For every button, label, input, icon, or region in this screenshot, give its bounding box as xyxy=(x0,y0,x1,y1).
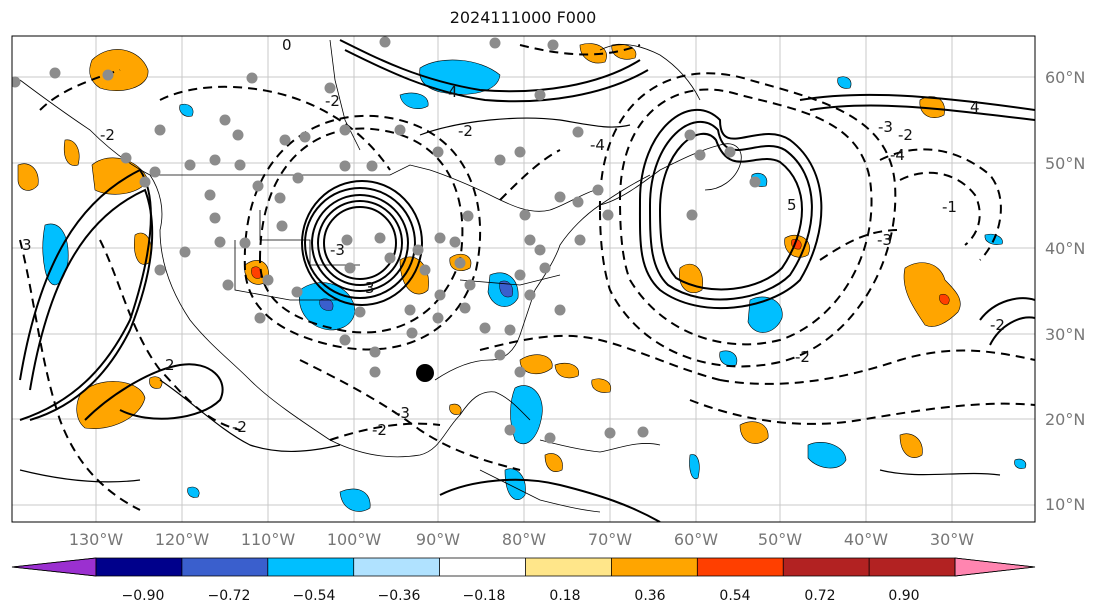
colorbar-tick: 0.54 xyxy=(719,588,750,604)
lon-label: 70°W xyxy=(588,530,632,549)
lat-label: 30°N xyxy=(1045,325,1085,344)
contour-label: -4 xyxy=(890,146,905,164)
colorbar-tick: −0.90 xyxy=(122,588,165,604)
colorbar-tick: 0.72 xyxy=(804,588,835,604)
colorbar-segment xyxy=(96,558,182,576)
colorbar-tick: −0.72 xyxy=(208,588,251,604)
center-marker xyxy=(416,364,434,382)
colorbar-extend-low xyxy=(11,557,97,577)
colorbar-ticks: −0.90 −0.72 −0.54 −0.36 −0.18 0.18 0.36 … xyxy=(122,588,920,604)
lon-label: 60°W xyxy=(674,530,718,549)
map-content: 4 -2 -4 -3 3 4 -3 -4 -2 5 -3 -2 -1 -2 -2… xyxy=(12,36,1035,522)
contour-label: -3 xyxy=(330,241,345,259)
lat-label: 20°N xyxy=(1045,410,1085,429)
longitude-labels: 130°W 120°W 110°W 100°W 90°W 80°W 70°W 6… xyxy=(69,530,974,549)
contour-label: -2 xyxy=(795,348,810,366)
colorbar-tick: 0.18 xyxy=(549,588,580,604)
colorbar-tick: −0.54 xyxy=(293,588,336,604)
lat-label: 60°N xyxy=(1045,68,1085,87)
lon-label: 90°W xyxy=(416,530,460,549)
contour-label: -2 xyxy=(100,126,115,144)
colorbar-tick: −0.18 xyxy=(463,588,506,604)
contour-label: -4 xyxy=(590,136,605,154)
lat-label: 40°N xyxy=(1045,239,1085,258)
lon-label: 40°W xyxy=(844,530,888,549)
colorbar-extend-high xyxy=(954,557,1036,577)
contours-solid xyxy=(19,39,1035,522)
contour-label: -2 xyxy=(898,126,913,144)
contour-labels: 4 -2 -4 -3 3 4 -3 -4 -2 5 -3 -2 -1 -2 -2… xyxy=(22,36,1005,439)
contour-label: 4 xyxy=(448,83,458,101)
colorbar-segment xyxy=(525,558,612,576)
contours-thin xyxy=(19,117,1001,483)
colorbar-segment xyxy=(869,558,955,576)
colorbar-tick: 0.36 xyxy=(634,588,665,604)
colorbar-tick: 0.90 xyxy=(888,588,919,604)
contour-label: -3 xyxy=(395,404,410,422)
contour-label: -2 xyxy=(458,122,473,140)
lon-label: 80°W xyxy=(502,530,546,549)
latitude-labels: 60°N 50°N 40°N 30°N 20°N 10°N xyxy=(1045,68,1085,514)
contour-label: -3 xyxy=(877,231,892,249)
lon-label: 100°W xyxy=(327,530,382,549)
lat-label: 10°N xyxy=(1045,495,1085,514)
colorbar-segment xyxy=(181,558,268,576)
shading-strong-negative xyxy=(319,280,513,311)
contour-label: 0 xyxy=(282,36,292,54)
lon-label: 30°W xyxy=(930,530,974,549)
contour-label: 2 xyxy=(165,356,175,374)
lon-label: 50°W xyxy=(758,530,802,549)
colorbar: −0.90 −0.72 −0.54 −0.36 −0.18 0.18 0.36 … xyxy=(11,557,1036,604)
colorbar-dividers xyxy=(95,558,956,576)
contour-label: -3 xyxy=(878,118,893,136)
colorbar-segment xyxy=(439,558,526,576)
contour-label: 3 xyxy=(365,279,375,297)
contour-label: -1 xyxy=(942,198,957,216)
colorbar-segment xyxy=(353,558,440,576)
colorbar-segment xyxy=(783,558,870,576)
contour-label: -2 xyxy=(325,92,340,110)
map-frame xyxy=(11,35,1036,523)
contour-label: 5 xyxy=(787,196,797,214)
lat-label: 50°N xyxy=(1045,154,1085,173)
colorbar-tick: −0.36 xyxy=(378,588,421,604)
colorbar-segment xyxy=(611,558,698,576)
station-markers xyxy=(12,36,761,444)
contours-dashed xyxy=(19,44,1035,511)
contour-label: -2 xyxy=(990,316,1005,334)
map-title: 2024111000 F000 xyxy=(449,8,597,27)
contour-label: 3 xyxy=(22,236,32,254)
contour-label: -2 xyxy=(372,421,387,439)
contour-label: -2 xyxy=(232,418,247,436)
contour-label: 4 xyxy=(970,98,980,116)
lon-label: 120°W xyxy=(155,530,210,549)
colorbar-segment xyxy=(697,558,784,576)
lon-label: 110°W xyxy=(241,530,296,549)
lon-label: 130°W xyxy=(69,530,124,549)
colorbar-segment xyxy=(267,558,354,576)
